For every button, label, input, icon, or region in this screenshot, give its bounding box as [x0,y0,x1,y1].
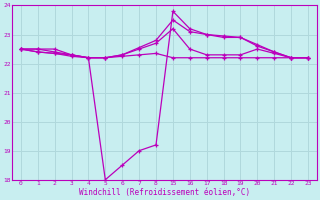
X-axis label: Windchill (Refroidissement éolien,°C): Windchill (Refroidissement éolien,°C) [79,188,250,197]
